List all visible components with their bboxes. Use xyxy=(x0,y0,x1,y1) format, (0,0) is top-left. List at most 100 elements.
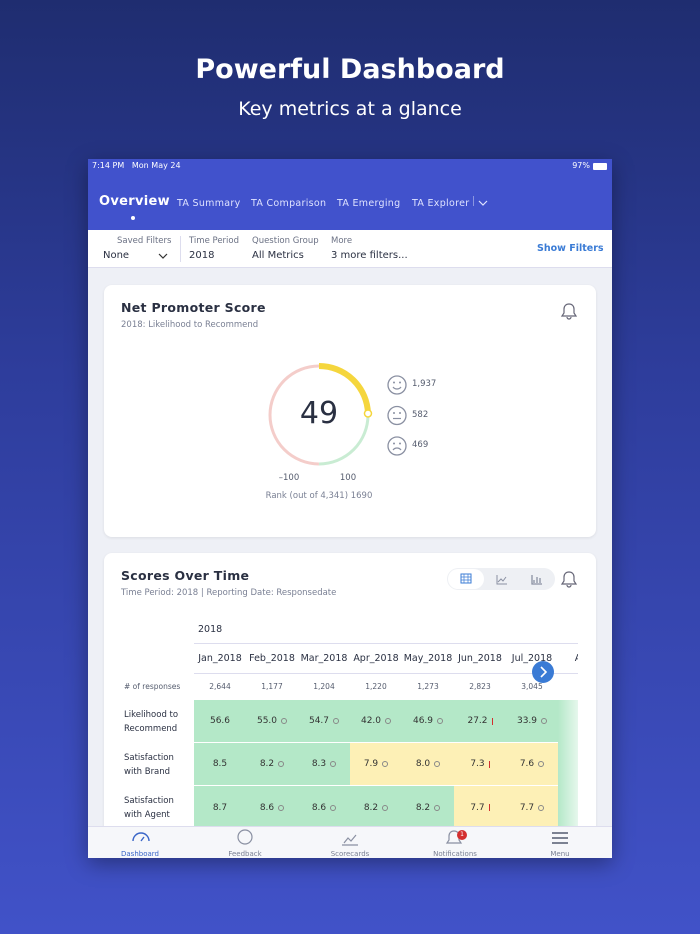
filter-label: Question Group xyxy=(252,236,319,246)
score-cell: 8.0 xyxy=(402,743,454,786)
nav-tab[interactable]: TA Explorer xyxy=(412,198,470,209)
filter-value[interactable]: None xyxy=(103,250,130,261)
trend-icon xyxy=(541,718,548,724)
score-value: 55.0 xyxy=(256,716,278,726)
nav-tab[interactable]: TA Comparison xyxy=(251,198,327,209)
battery-icon xyxy=(593,163,607,170)
response-count: 1,220 xyxy=(365,682,387,691)
subheadline: Key metrics at a glance xyxy=(238,98,462,120)
scroll-right[interactable] xyxy=(532,661,554,683)
filter-label: Saved Filters xyxy=(117,236,172,246)
trend-icon xyxy=(538,804,545,811)
trend-icon xyxy=(330,804,337,811)
tab-item[interactable]: Dashboard xyxy=(121,850,159,858)
face-eye xyxy=(399,412,401,414)
response-count: 1,273 xyxy=(417,682,439,691)
column-header: Aug xyxy=(574,653,578,664)
face-icon xyxy=(387,405,407,426)
filter-label: Time Period xyxy=(189,236,240,246)
divider xyxy=(194,673,578,674)
trend-icon xyxy=(278,761,285,767)
line-view[interactable] xyxy=(484,569,520,589)
face-eye xyxy=(393,412,395,414)
card-title: Scores Over Time xyxy=(121,568,250,583)
trend-icon xyxy=(538,761,545,767)
column-header: Jul_2018 xyxy=(511,653,553,664)
tab-icons xyxy=(132,829,568,846)
trend-icon xyxy=(385,718,392,724)
score-value: 8.2 xyxy=(415,802,431,813)
trend-icon xyxy=(434,761,441,767)
bar-view[interactable] xyxy=(519,569,555,589)
score-cell: 8.6 xyxy=(298,786,350,829)
face-eye xyxy=(399,442,401,445)
table-view[interactable] xyxy=(448,569,484,589)
response-count: 469 xyxy=(412,440,429,450)
more-tabs xyxy=(473,196,474,206)
gauge-score xyxy=(318,363,371,414)
card-subtitle: Time Period: 2018 | Reporting Date: Resp… xyxy=(121,588,337,598)
column-header: Feb_2018 xyxy=(249,653,295,664)
score-cell: 55.0 xyxy=(246,700,298,743)
tab-item[interactable]: Scorecards xyxy=(330,850,370,858)
score-value: 8.5 xyxy=(212,759,228,769)
nps-rank: Rank (out of 4,341) 1690 xyxy=(265,491,373,501)
column-header: Mar_2018 xyxy=(300,653,348,664)
score-value: 7.6 xyxy=(519,759,535,769)
filter-value[interactable]: 3 more filters... xyxy=(331,250,408,261)
face-icon xyxy=(387,375,407,395)
score-value: 27.2 xyxy=(467,716,488,726)
score-value: 7.9 xyxy=(363,759,379,769)
score-cell: 7.3 xyxy=(454,743,506,786)
response-count: 1,937 xyxy=(412,379,437,389)
filter-value[interactable]: All Metrics xyxy=(252,250,304,261)
score-value: 8.2 xyxy=(363,802,379,813)
tab-bar: 1 Dashboard Feedback Scorecards Notificatio… xyxy=(88,826,612,858)
device-screen: 7:14 PM Mon May 24 97% Overview TA Summar… xyxy=(88,159,612,858)
score-value: 8.6 xyxy=(259,802,275,813)
score-cell: 8.6 xyxy=(246,786,298,829)
tab-item[interactable]: Feedback xyxy=(228,850,262,858)
trend-icon xyxy=(278,804,285,811)
score-value: 46.9 xyxy=(412,716,434,726)
trend-icon xyxy=(491,717,493,725)
nav-tab[interactable]: Overview xyxy=(99,194,170,209)
chevron-icon xyxy=(158,253,168,259)
gauge-max: 100 xyxy=(339,473,357,483)
column-header: Jun_2018 xyxy=(458,653,502,664)
face-eye xyxy=(393,442,395,445)
score-cell: 8.7 xyxy=(194,786,246,829)
score-cell: 8.3 xyxy=(298,743,350,786)
bell-icon[interactable] xyxy=(560,302,578,320)
trend-icon xyxy=(281,718,288,724)
score-value: 8.3 xyxy=(311,759,327,769)
tab-item[interactable]: Notifications xyxy=(433,850,477,858)
filter-label: More xyxy=(331,236,353,246)
bell-icon[interactable] xyxy=(560,570,578,588)
face-icon xyxy=(387,436,407,456)
score-cell: 7.7 xyxy=(506,786,558,829)
card-subtitle: 2018: Likelihood to Recommend xyxy=(121,320,259,330)
tabs-menu[interactable] xyxy=(478,199,488,207)
score-cell: 8.2 xyxy=(350,786,402,829)
score-value: 8.6 xyxy=(311,802,327,813)
gauge-negative xyxy=(268,364,320,466)
nav-tab[interactable]: TA Summary xyxy=(177,198,241,209)
card-title: Net Promoter Score xyxy=(121,300,266,315)
next-column-cell xyxy=(558,743,578,786)
status-bar: 7:14 PM Mon May 24 97% xyxy=(88,159,612,174)
response-count: 3,045 xyxy=(521,682,543,691)
show-filters[interactable]: Show Filters xyxy=(537,243,604,254)
next-column-cell xyxy=(558,700,578,743)
year-header: 2018 xyxy=(198,624,223,635)
nav-tab[interactable]: TA Emerging xyxy=(337,198,401,209)
filter-value[interactable]: 2018 xyxy=(189,250,215,261)
score-cell: 8.2 xyxy=(246,743,298,786)
tab-item[interactable]: Menu xyxy=(550,850,570,858)
score-cell: 8.2 xyxy=(402,786,454,829)
score-value: 42.0 xyxy=(360,716,382,726)
score-cell: 54.7 xyxy=(298,700,350,743)
scores-card: Scores Over Time Time Period: 2018 | Rep… xyxy=(104,553,596,858)
status-time: 7:14 PM xyxy=(92,161,125,170)
status-date: Mon May 24 xyxy=(131,161,181,170)
